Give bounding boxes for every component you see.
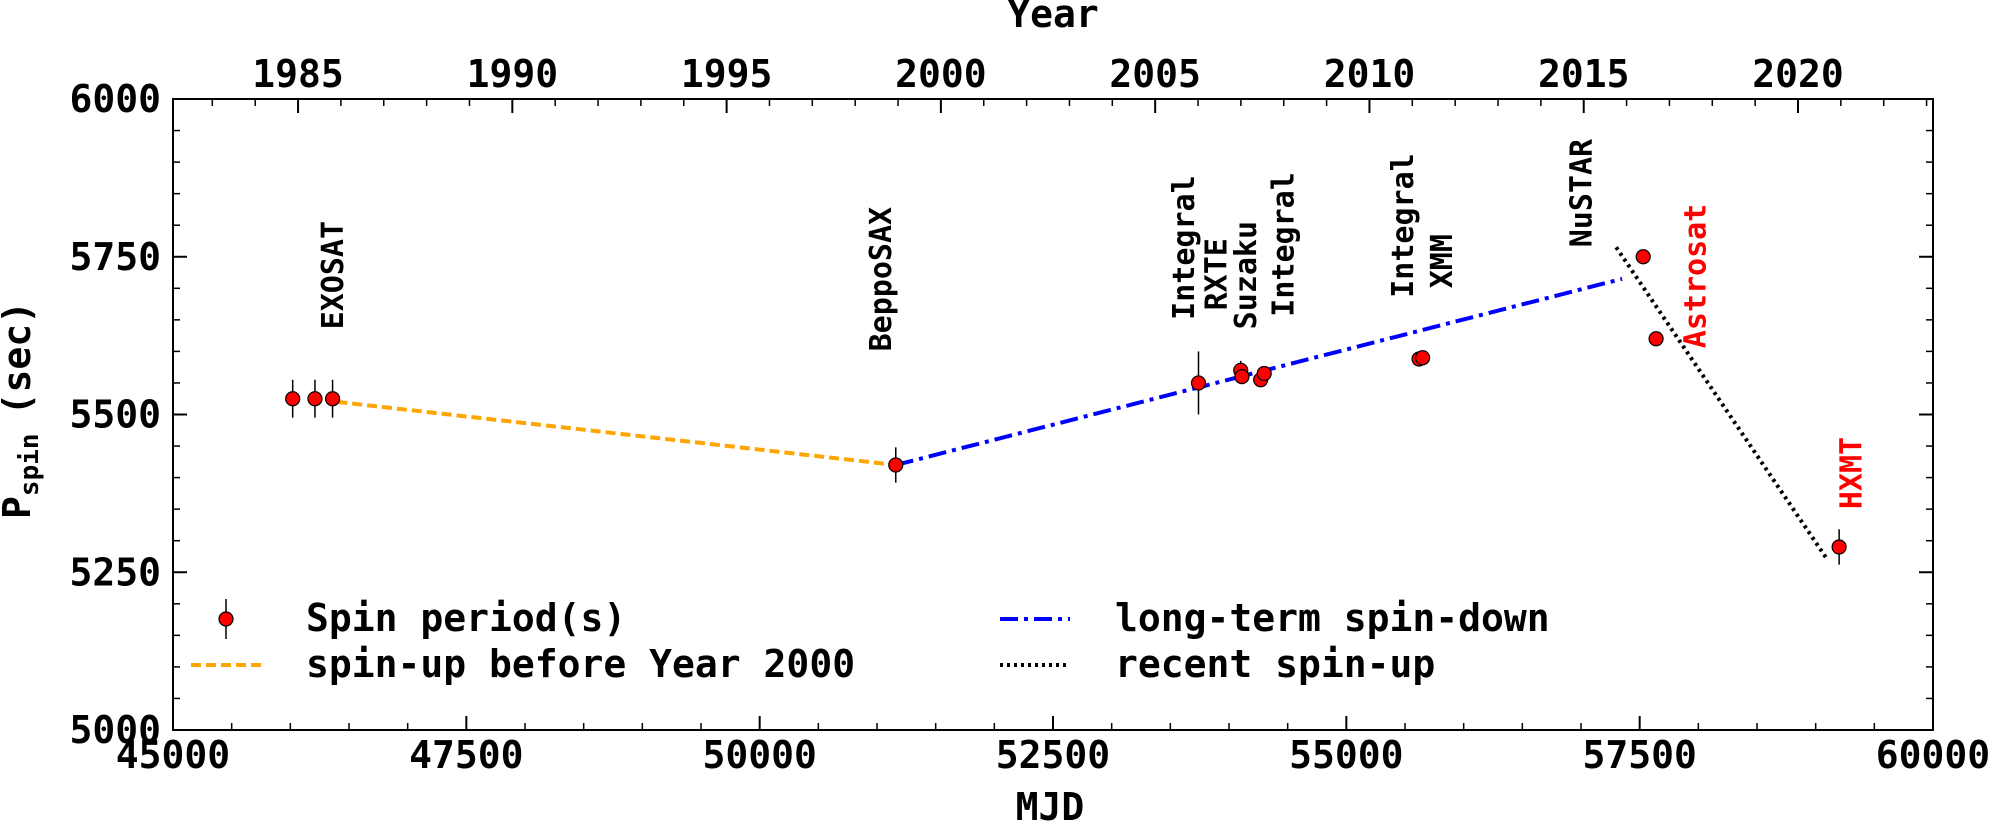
y-tick-label: 6000 [69, 77, 161, 121]
y-tick-label: 5250 [69, 550, 161, 594]
y-axis-title-sub: spin [15, 433, 45, 496]
series-line-dotted [1614, 246, 1830, 561]
year-tick-label: 1990 [467, 52, 559, 96]
data-point [1831, 539, 1847, 555]
legend-label: Spin period(s) [306, 596, 626, 640]
y-tick-label: 5500 [69, 393, 161, 437]
x-tick-label: 55000 [1289, 733, 1403, 777]
y-axis-title-main: P [0, 496, 39, 519]
series-line-dashed [337, 399, 896, 467]
legend-label: spin-up before Year 2000 [306, 642, 855, 686]
legend-label: long-term spin-down [1115, 596, 1550, 640]
year-tick-label: 2010 [1324, 52, 1416, 96]
y-tick-label: 5750 [69, 235, 161, 279]
annotation-label: Integral [1167, 175, 1202, 320]
x2-axis-title: Year [1007, 0, 1099, 36]
annotation-label: EXOSAT [316, 221, 351, 329]
legend: Spin period(s)spin-up before Year 2000 lo… [191, 596, 1550, 686]
x-tick-label: 52500 [996, 733, 1110, 777]
annotation-label: Integral [1386, 153, 1421, 298]
year-tick-label: 2005 [1109, 52, 1201, 96]
annotation-label: Integral [1267, 172, 1302, 317]
annotation-label: NuSTAR [1565, 138, 1600, 247]
x-tick-label: 47500 [409, 733, 523, 777]
data-point [888, 457, 904, 473]
y-axis-title: Pspin (sec) [0, 301, 45, 519]
annotation-label: Suzaku [1229, 221, 1264, 329]
year-tick-label: 2020 [1752, 52, 1844, 96]
x-tick-label: 57500 [1582, 733, 1696, 777]
year-tick-label: 1985 [252, 52, 344, 96]
x-tick-label: 50000 [702, 733, 816, 777]
data-point [307, 391, 323, 407]
annotation-label: XMM [1425, 234, 1460, 288]
legend-point-marker [218, 611, 234, 627]
data-point [1234, 369, 1250, 385]
legend-label: recent spin-up [1115, 642, 1435, 686]
data-point [1635, 249, 1651, 265]
data-point [1414, 350, 1431, 366]
year-tick-label: 1995 [681, 52, 773, 96]
y-tick-label: 5000 [69, 708, 161, 752]
data-point [1256, 365, 1272, 382]
y-axis-title-unit: (sec) [0, 301, 39, 415]
x-tick-label: 45000 [116, 733, 230, 777]
year-tick-label: 2015 [1538, 52, 1630, 96]
year-tick-label: 2000 [895, 52, 987, 96]
data-point [285, 391, 301, 407]
data-point [324, 391, 341, 407]
annotation-label: Astrosat [1678, 204, 1713, 349]
data-point [1648, 331, 1664, 347]
annotation-label: HXMT [1834, 437, 1869, 509]
data-point [1190, 375, 1207, 391]
annotation-label: RXTE [1200, 238, 1235, 310]
x-tick-label: 60000 [1876, 733, 1990, 777]
annotation-label: BeppoSAX [864, 207, 899, 352]
x-axis-title: MJD [1016, 785, 1085, 828]
axes: 45000 47500 50000 52500 55000 57500 60000 5000 5… [69, 52, 1990, 777]
